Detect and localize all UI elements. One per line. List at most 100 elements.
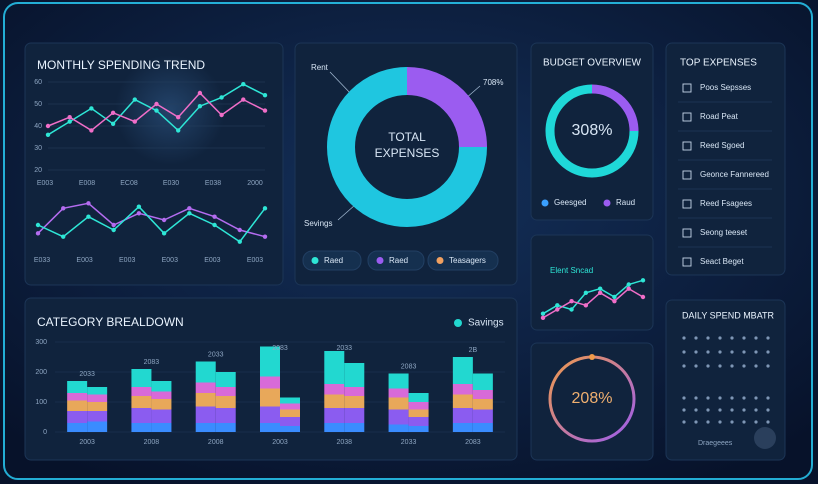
dot bbox=[718, 420, 722, 424]
x-tick-label: 2003 bbox=[79, 439, 95, 446]
bar-segment bbox=[344, 408, 365, 423]
dot bbox=[694, 364, 698, 368]
bar-segment bbox=[472, 423, 493, 432]
bar-segment bbox=[215, 396, 236, 408]
button[interactable] bbox=[754, 427, 776, 449]
point bbox=[67, 115, 72, 120]
bar-label: 2033 bbox=[79, 371, 95, 378]
dot bbox=[742, 350, 746, 354]
point bbox=[540, 311, 546, 316]
point bbox=[45, 132, 51, 137]
point bbox=[161, 217, 167, 223]
bar-segment bbox=[388, 373, 409, 389]
point bbox=[555, 307, 560, 312]
dot bbox=[766, 364, 770, 368]
annotation: Rent bbox=[311, 63, 329, 72]
bar-label: 2083 bbox=[272, 345, 288, 352]
gauge-knob bbox=[589, 354, 595, 360]
bar-segment bbox=[87, 411, 108, 422]
bar-segment bbox=[131, 369, 152, 387]
point bbox=[89, 106, 94, 111]
bar-segment bbox=[131, 387, 152, 396]
bar-segment bbox=[324, 423, 345, 432]
point bbox=[626, 286, 631, 291]
ring-segment bbox=[545, 84, 639, 178]
legend-label: Geesged bbox=[554, 198, 586, 207]
list-item: Road Peat bbox=[700, 112, 739, 121]
dot bbox=[694, 350, 698, 354]
dot bbox=[682, 350, 686, 354]
dot bbox=[706, 350, 710, 354]
dot bbox=[682, 336, 686, 340]
x-tick-label: 2003 bbox=[272, 439, 288, 446]
y-tick-label: 100 bbox=[35, 399, 47, 406]
x-tick-label: E003 bbox=[37, 180, 53, 187]
list-item: Seact Beget bbox=[700, 257, 744, 266]
dot-grid bbox=[682, 336, 770, 424]
donut-center: TOTAL bbox=[388, 130, 426, 144]
bar-label: 2083 bbox=[144, 359, 160, 366]
trend-line bbox=[542, 279, 644, 315]
x-tick-label: E030 bbox=[163, 180, 179, 187]
bar-segment bbox=[195, 423, 216, 432]
point bbox=[555, 303, 560, 308]
point bbox=[67, 119, 72, 124]
list-item: Seong teeset bbox=[700, 228, 748, 237]
ring-segment bbox=[591, 84, 639, 132]
dot bbox=[718, 350, 722, 354]
dot bbox=[706, 408, 710, 412]
bar-segment bbox=[87, 394, 108, 402]
point bbox=[176, 115, 181, 120]
point bbox=[45, 123, 51, 129]
bar-segment bbox=[472, 390, 493, 399]
dot bbox=[682, 364, 686, 368]
bar-segment bbox=[452, 408, 473, 423]
point bbox=[86, 214, 91, 219]
bar-segment bbox=[472, 373, 493, 390]
leader bbox=[329, 71, 353, 96]
bar-segment bbox=[280, 403, 300, 410]
bar-segment bbox=[388, 409, 409, 425]
trend-line bbox=[542, 287, 644, 319]
bar-segment bbox=[67, 400, 88, 411]
x-tick-label: 2008 bbox=[208, 439, 224, 446]
bar-segment bbox=[87, 421, 108, 432]
bar-segment bbox=[324, 384, 345, 395]
dot bbox=[730, 364, 734, 368]
x-tick-label: 2033 bbox=[401, 439, 417, 446]
x-tick-label: E038 bbox=[205, 180, 221, 187]
legend-swatch bbox=[376, 257, 384, 264]
y-tick-label: 200 bbox=[35, 369, 47, 376]
dot bbox=[730, 350, 734, 354]
bar-segment bbox=[408, 409, 429, 417]
trend-line bbox=[37, 205, 266, 243]
dot bbox=[754, 420, 758, 424]
bar-segment bbox=[195, 393, 216, 407]
point bbox=[136, 204, 142, 209]
bar-segment bbox=[260, 406, 280, 423]
bar-segment bbox=[472, 409, 493, 423]
bar-segment bbox=[67, 423, 88, 432]
x-tick-label: 2008 bbox=[144, 439, 160, 446]
bar-segment bbox=[452, 384, 473, 395]
point bbox=[583, 290, 589, 296]
y-tick-label: 30 bbox=[34, 145, 42, 152]
point bbox=[111, 227, 116, 233]
dot bbox=[754, 336, 758, 340]
point bbox=[136, 211, 142, 216]
bar-segment bbox=[260, 346, 280, 377]
point bbox=[89, 128, 94, 133]
point bbox=[640, 278, 646, 283]
bar-segment bbox=[344, 387, 365, 396]
point bbox=[241, 97, 246, 102]
list-item: Geonce Fannereed bbox=[700, 170, 769, 179]
top-expenses-panel bbox=[665, 42, 786, 276]
y-tick-label: 40 bbox=[34, 123, 42, 130]
legend-swatch bbox=[311, 257, 319, 264]
dot bbox=[766, 336, 770, 340]
bar-segment bbox=[280, 426, 300, 432]
legend-label: Raed bbox=[389, 256, 408, 265]
list-icon bbox=[682, 112, 692, 122]
dot bbox=[754, 350, 758, 354]
legend-pill bbox=[367, 250, 425, 271]
